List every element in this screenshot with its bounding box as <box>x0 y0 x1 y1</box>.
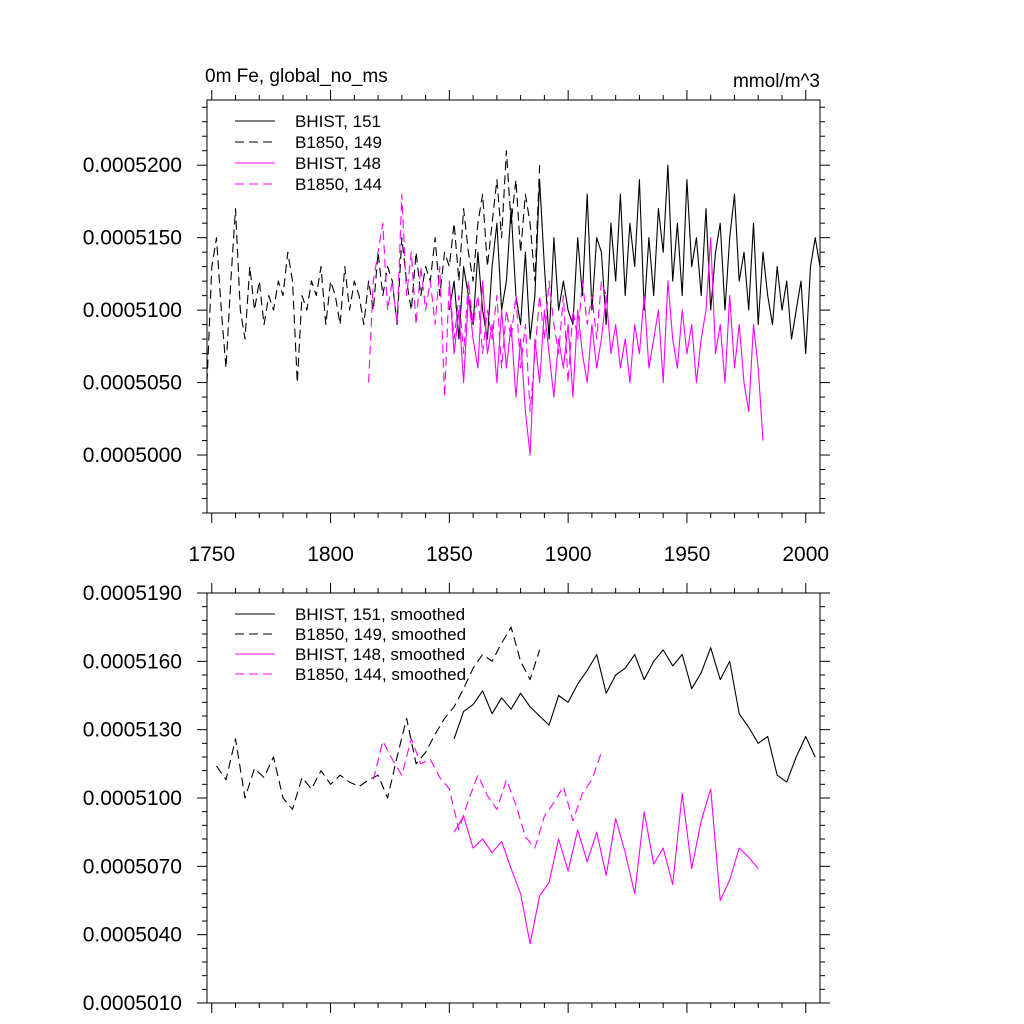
bottom-y-tick-label: 0.0005040 <box>83 924 182 947</box>
top-y-tick-label: 0.0005100 <box>83 299 182 322</box>
top-series-line-1 <box>448 164 821 355</box>
top-legend-label: B1850, 149 <box>295 133 382 152</box>
top-panel-units: mmol/m^3 <box>733 71 820 92</box>
bottom-y-tick-label: 0.0005190 <box>83 582 182 605</box>
bottom-legend-label: BHIST, 151, smoothed <box>295 605 465 624</box>
top-y-tick-label: 0.0005050 <box>83 372 182 395</box>
top-x-tick-label: 1850 <box>426 543 473 566</box>
bottom-series-line-2 <box>216 626 541 810</box>
bottom-panel: 0.0005010 0.0005040 0.0005070 0.0005100 0.00… <box>83 582 830 1015</box>
bottom-y-tick-label: 0.0005070 <box>83 855 182 878</box>
top-x-tick-label: 1800 <box>307 543 354 566</box>
top-axes: 1750 1800 1850 1900 1950 2000 0.0005000 0.00050… <box>83 90 830 566</box>
top-legend-label: B1850, 144 <box>295 175 382 194</box>
bottom-series-line-4 <box>372 738 602 849</box>
bottom-series-line-1 <box>453 647 816 783</box>
bottom-legend-label: B1850, 144, smoothed <box>295 665 466 684</box>
bottom-y-tick-label: 0.0005010 <box>83 992 182 1015</box>
bottom-legend-label: B1850, 149, smoothed <box>295 625 466 644</box>
top-series-line-2 <box>206 150 541 384</box>
top-y-tick-label: 0.0005200 <box>83 154 182 177</box>
top-plot-frame <box>206 99 821 514</box>
bottom-series-line-3 <box>453 788 759 945</box>
top-series-line-4 <box>368 193 607 413</box>
bottom-y-tick-label: 0.0005160 <box>83 650 182 673</box>
bottom-legend-label: BHIST, 148, smoothed <box>295 645 465 664</box>
top-x-tick-label: 2000 <box>782 543 829 566</box>
top-x-tick-label: 1900 <box>545 543 592 566</box>
top-legend-label: BHIST, 148 <box>295 154 381 173</box>
top-series-group <box>206 150 821 456</box>
top-y-tick-label: 0.0005150 <box>83 227 182 250</box>
top-panel: 0m Fe, global_no_ms mmol/m^3 1750 1800 185… <box>83 66 830 566</box>
bottom-axes: 0.0005010 0.0005040 0.0005070 0.0005100 0.00… <box>83 582 830 1015</box>
top-x-tick-label: 1750 <box>188 543 235 566</box>
bottom-y-tick-label: 0.0005100 <box>83 787 182 810</box>
bottom-series-group <box>216 626 816 945</box>
top-y-tick-label: 0.0005000 <box>83 444 182 467</box>
bottom-y-tick-label: 0.0005130 <box>83 719 182 742</box>
top-legend: BHIST, 151 B1850, 149 BHIST, 148 B1850, 144 <box>235 112 382 194</box>
top-legend-label: BHIST, 151 <box>295 112 381 131</box>
top-series-line-3 <box>448 237 764 456</box>
top-x-tick-label: 1950 <box>664 543 711 566</box>
top-panel-title: 0m Fe, global_no_ms <box>205 66 388 87</box>
